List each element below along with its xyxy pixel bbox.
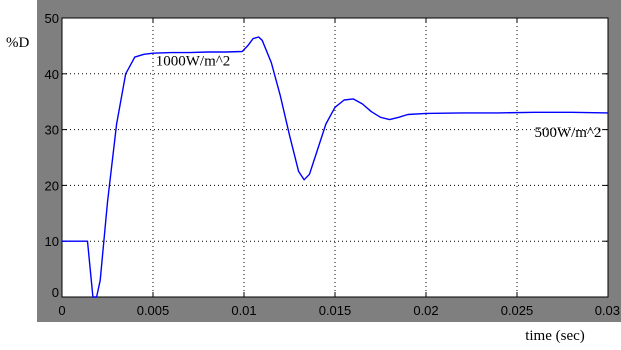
x-tick-label: 0 bbox=[58, 303, 65, 318]
y-axis: 0 10 20 30 40 50 bbox=[45, 11, 608, 300]
annotation-label: 1000W/m^2 bbox=[156, 53, 231, 69]
x-tick-label: 0.005 bbox=[137, 303, 170, 318]
x-axis-title: time (sec) bbox=[525, 328, 585, 344]
y-tick-label: 0 bbox=[52, 285, 59, 300]
y-tick-label: 20 bbox=[45, 178, 59, 193]
y-tick-label: 50 bbox=[45, 11, 59, 26]
series-line bbox=[62, 36, 609, 298]
annotation-label: 500W/m^2 bbox=[534, 125, 601, 141]
y-tick-label: 10 bbox=[45, 234, 59, 249]
x-tick-label: 0.03 bbox=[595, 303, 620, 318]
plot-area bbox=[62, 18, 608, 297]
series-layer bbox=[62, 36, 609, 298]
x-tick-label: 0.015 bbox=[319, 303, 352, 318]
x-tick-label: 0.01 bbox=[231, 303, 256, 318]
x-tick-label: 0.02 bbox=[413, 303, 438, 318]
grid-lines bbox=[62, 18, 608, 297]
annotations: 1000W/m^2 500W/m^2 bbox=[156, 53, 602, 140]
y-tick-label: 40 bbox=[45, 67, 59, 82]
y-axis-title: %D bbox=[6, 35, 29, 51]
x-tick-label: 0.025 bbox=[501, 303, 534, 318]
x-axis: 0 0.005 0.01 0.015 0.02 0.025 0.03 bbox=[58, 18, 620, 318]
y-tick-label: 30 bbox=[45, 123, 59, 138]
